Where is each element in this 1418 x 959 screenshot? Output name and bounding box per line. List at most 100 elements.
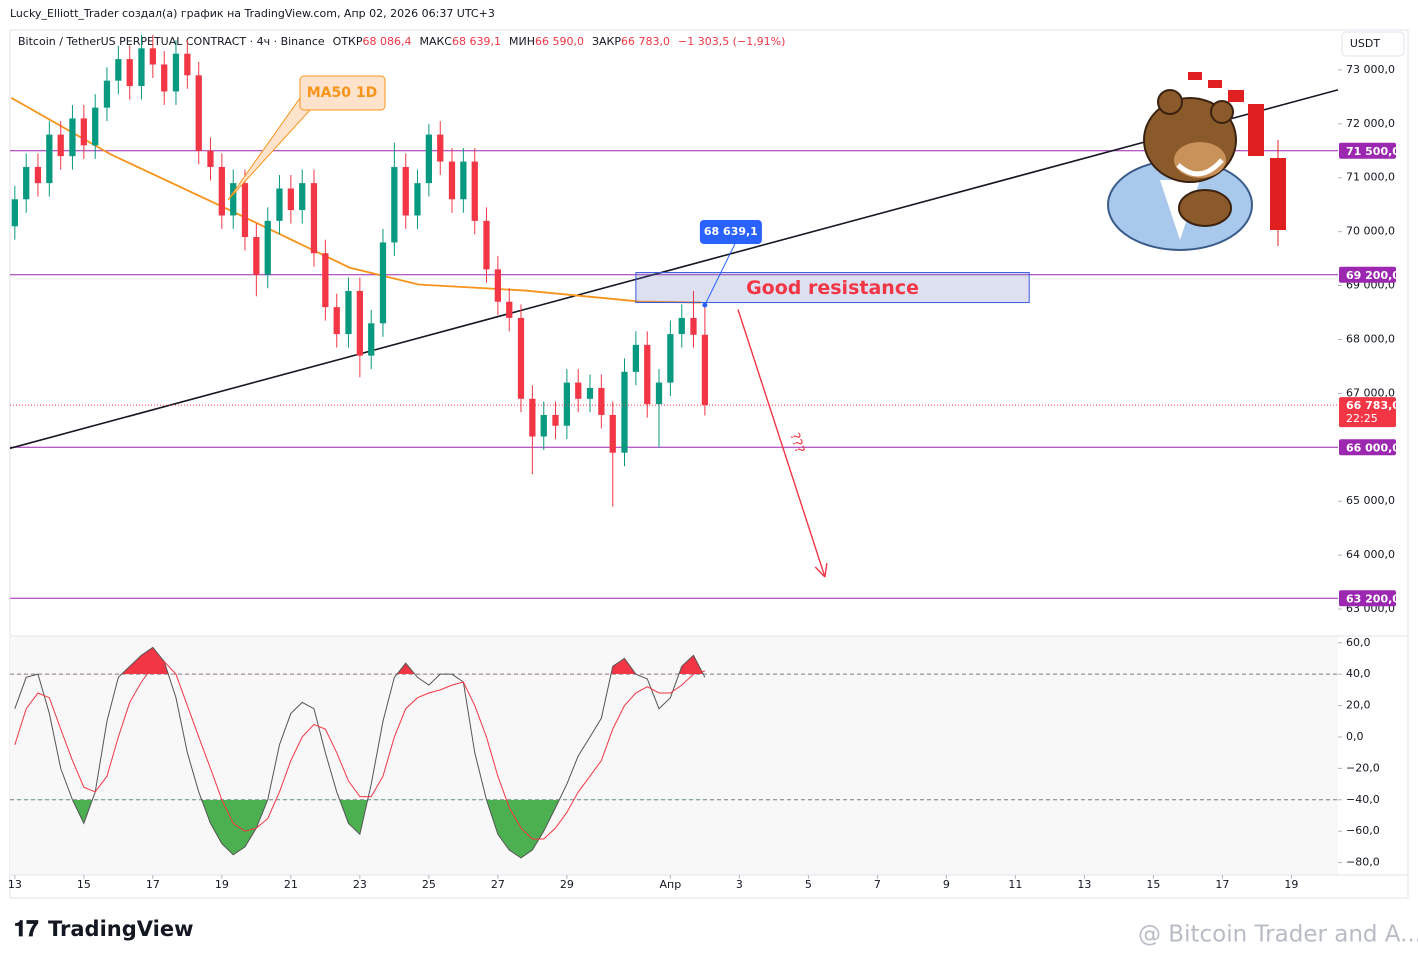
level-label: 66 000,0 — [1346, 441, 1400, 454]
candle-body — [184, 53, 191, 76]
candle-body — [80, 118, 87, 146]
level-label: 69 200,0 — [1346, 269, 1400, 282]
candle-body — [483, 220, 490, 270]
x-tick-label: 27 — [491, 878, 505, 891]
candle-body — [368, 323, 375, 356]
change: −1 303,5 (−1,91%) — [678, 35, 785, 48]
arrow-label: ??? — [786, 431, 807, 455]
level-label: 71 500,0 — [1346, 145, 1400, 158]
candle-body — [46, 134, 53, 184]
current-price-label: 66 783,0 — [1346, 399, 1400, 412]
ohlc-value: 68 639,1 — [452, 35, 501, 48]
candle-body — [552, 414, 559, 426]
candle-body — [540, 414, 547, 437]
candle-body — [230, 183, 237, 216]
candle-body — [379, 242, 387, 324]
ohlc-value: 68 086,4 — [363, 35, 412, 48]
current-price-timer: 22:25 — [1346, 412, 1378, 425]
candle-body — [644, 344, 651, 405]
x-tick-label: 5 — [805, 878, 812, 891]
resistance-zone — [635, 272, 1030, 304]
author-line: Lucky_Elliott_Trader создал(а) график на… — [10, 7, 495, 20]
candle-body — [667, 334, 674, 383]
x-tick-label: Апр — [660, 878, 682, 891]
candle-body — [69, 118, 76, 157]
oscillator-line — [14, 661, 706, 840]
y-tick-label: 71 000,0 — [1346, 171, 1395, 184]
x-tick-label: 17 — [1215, 878, 1229, 891]
candle-body — [678, 317, 685, 335]
watermark: @ Bitcoin Trader and A... — [1138, 922, 1418, 948]
candle-body — [218, 166, 225, 216]
x-tick-label: 15 — [1146, 878, 1160, 891]
oversold-fill — [14, 799, 705, 858]
candle-body — [333, 307, 340, 335]
currency-button[interactable] — [1341, 31, 1405, 57]
level-label-box — [1339, 142, 1396, 159]
candle-body — [598, 387, 605, 415]
callout-point — [702, 302, 708, 308]
symbol-legend: Bitcoin / TetherUS PERPETUAL CONTRACT · … — [18, 35, 785, 48]
candle-body — [149, 48, 156, 65]
candle-body — [655, 382, 663, 405]
level-label-box — [1339, 439, 1396, 456]
candle-body — [310, 183, 318, 254]
osc-y-tick-label: −80,0 — [1346, 856, 1380, 869]
candle-body — [506, 301, 513, 318]
callout-connector — [704, 243, 736, 306]
oscillator-plot — [10, 646, 1338, 859]
level-label-box — [1339, 266, 1396, 283]
candle-body — [23, 166, 30, 200]
oscillator-line — [14, 646, 706, 859]
candle-body — [471, 161, 478, 221]
axes: 73 000,072 000,071 000,070 000,069 000,0… — [8, 63, 1400, 891]
candle-body — [276, 188, 283, 221]
y-tick-label: 70 000,0 — [1346, 225, 1395, 238]
candle-body — [586, 387, 594, 399]
candle-body — [57, 134, 64, 157]
x-tick-label: 15 — [77, 878, 91, 891]
ohlc-value: 66 783,0 — [621, 35, 670, 48]
x-tick-label: 3 — [736, 878, 743, 891]
y-tick-label: 68 000,0 — [1346, 332, 1395, 345]
ohlc-name: ЗАКР — [592, 35, 621, 48]
y-tick-label: 72 000,0 — [1346, 117, 1395, 130]
level-label-box — [1339, 590, 1396, 607]
candle-body — [356, 290, 363, 356]
y-tick-label: 64 000,0 — [1346, 548, 1395, 561]
zone-label: Good resistance — [746, 277, 919, 299]
x-tick-label: 13 — [8, 878, 22, 891]
candle-body — [425, 134, 432, 184]
price-plot: Good resistance — [10, 34, 1338, 599]
x-tick-label: 11 — [1008, 878, 1022, 891]
candle-body — [402, 166, 409, 216]
osc-y-tick-label: 0,0 — [1346, 730, 1364, 743]
arrow-line — [737, 309, 826, 578]
osc-y-tick-label: 20,0 — [1346, 699, 1371, 712]
arrow-head — [824, 563, 828, 578]
x-tick-label: 19 — [1284, 878, 1298, 891]
x-tick-label: 23 — [353, 878, 367, 891]
candle-body — [494, 269, 501, 302]
ohlc-name: МАКС — [419, 35, 452, 48]
candle-body — [529, 398, 536, 437]
candle-body — [437, 134, 444, 162]
oscillator-pane — [10, 636, 1338, 875]
candle-body — [299, 183, 306, 211]
candle-body — [172, 53, 180, 92]
candle-body — [322, 253, 329, 308]
candle-body — [195, 75, 202, 151]
candle-body — [264, 220, 271, 275]
ma-callout-box — [299, 75, 386, 111]
candle-body — [575, 382, 582, 399]
overbought-fill — [14, 647, 705, 675]
candle-body — [345, 290, 352, 335]
arrow-head — [814, 566, 826, 578]
candle-body — [701, 334, 709, 406]
candle-body — [563, 382, 571, 426]
currency[interactable]: USDT — [1350, 37, 1381, 50]
ohlc-name: МИН — [509, 35, 535, 48]
candle-body — [460, 161, 467, 200]
level-label: 63 200,0 — [1346, 592, 1400, 605]
